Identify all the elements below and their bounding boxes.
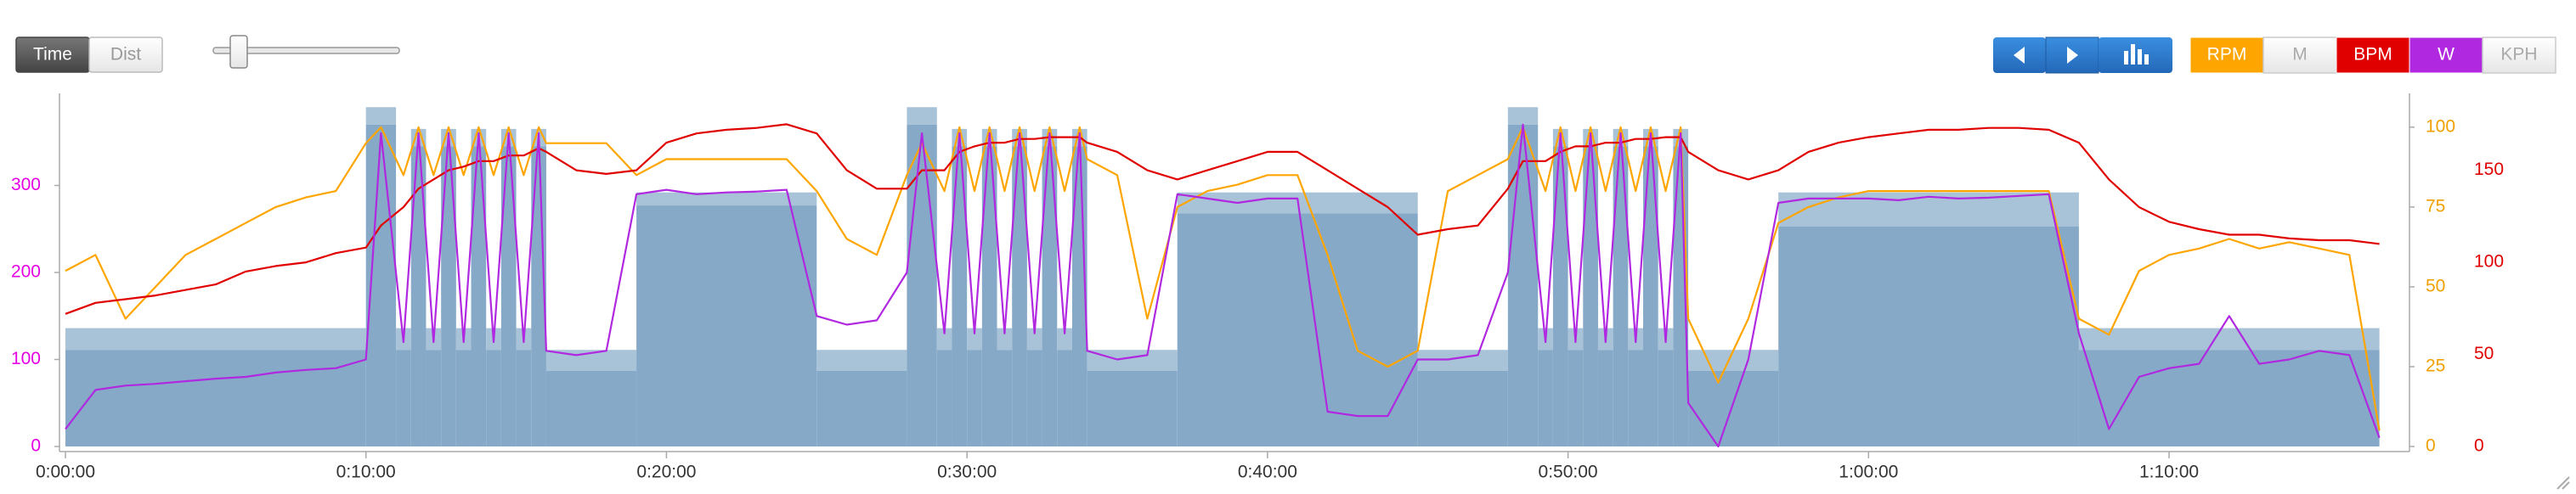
interval-block [1568,350,1584,446]
slider-handle[interactable] [229,35,248,69]
interval-range [1057,328,1072,351]
mode-button[interactable] [88,36,163,73]
interval-range [1087,350,1178,371]
x-tick-label: 1:10:00 [2139,463,2199,482]
interval-block [545,370,637,446]
mode-label: Time [33,45,72,65]
x-tick-label: 0:30:00 [937,463,997,482]
interval-block [516,350,532,446]
slider-track [212,47,400,54]
interval-block [1042,146,1058,446]
y3-tick-label: 100 [2474,252,2504,272]
prev-icon [2014,47,2025,64]
slider[interactable] [212,35,400,69]
mode-label: Dist [110,45,141,65]
x-tick-label: 0:10:00 [336,463,396,482]
interval-block [426,350,442,446]
x-tick-label: 0:50:00 [1539,463,1598,482]
interval-block [1057,350,1072,446]
legend-label: RPM [2207,45,2247,65]
y2-tick-label: 100 [2426,116,2455,136]
y2-tick-label: 0 [2426,436,2436,456]
interval-block [1583,146,1598,446]
interval-block [952,146,968,446]
interval-block [455,350,472,446]
y2-tick-label: 75 [2426,196,2445,216]
series-line [65,123,2381,448]
interval-block [1688,370,1779,446]
interval-range [997,328,1013,351]
interval-range [2078,328,2380,351]
x-tick-label: 1:00:00 [1839,463,1898,482]
interval-range [967,328,982,351]
x-tick-label: 0:40:00 [1238,463,1297,482]
series-line [65,123,2380,315]
interval-block [441,146,456,446]
interval-range [907,107,937,125]
interval-block [936,350,952,446]
nav-buttons [1993,36,2172,74]
interval-block [1417,370,1508,446]
interval-range [816,350,907,371]
interval-block [1507,124,1539,446]
interval-block [486,350,501,446]
interval-block [65,350,366,446]
x-tick-label: 0:00:00 [36,463,95,482]
interval-range [65,328,366,351]
legend-label: BPM [2353,45,2392,65]
interval-block [500,146,517,446]
interval-block [1628,350,1644,446]
interval-block [1597,350,1613,446]
legend-label: KPH [2500,45,2537,65]
bars-icon [2124,44,2149,65]
interval-range [1688,350,1779,371]
interval-block [1552,146,1568,446]
y-tick-label: 0 [31,436,41,456]
interval-range [936,328,952,351]
interval-block [1012,146,1027,446]
interval-range [365,107,397,125]
interval-block [636,205,817,446]
interval-range [1507,107,1539,125]
y2-tick-label: 50 [2426,276,2445,295]
legend-toggle[interactable] [2482,36,2556,74]
legend-label: M [2292,45,2308,65]
interval-block [1538,350,1553,446]
interval-block [981,146,997,446]
interval-block [410,146,427,446]
interval-block [471,146,487,446]
y2-tick-label: 25 [2426,356,2445,376]
interval-block [2078,350,2380,446]
resize-grip [2556,476,2570,490]
x-tick-label: 0:20:00 [636,463,696,482]
y3-tick-label: 50 [2474,344,2494,363]
interval-block [1658,350,1674,446]
interval-block [1177,213,1418,447]
legend-label: W [2438,45,2455,65]
interval-block [1778,226,2079,446]
interval-block [1026,350,1042,446]
interval-block [1643,146,1658,446]
bars-button[interactable] [2099,37,2172,73]
interval-block [907,124,937,446]
next-icon [2067,47,2078,64]
y-tick-label: 300 [11,175,41,194]
y-tick-label: 200 [11,262,41,282]
interval-block [816,370,907,446]
interval-block [997,350,1013,446]
interval-block [396,350,411,446]
interval-range [636,192,817,206]
interval-block [1613,146,1629,446]
interval-block [1087,370,1178,446]
y-tick-label: 100 [11,349,41,368]
y3-tick-label: 0 [2474,436,2484,456]
y3-tick-label: 150 [2474,160,2504,179]
interval-block [967,350,982,446]
interval-range [1026,328,1042,351]
